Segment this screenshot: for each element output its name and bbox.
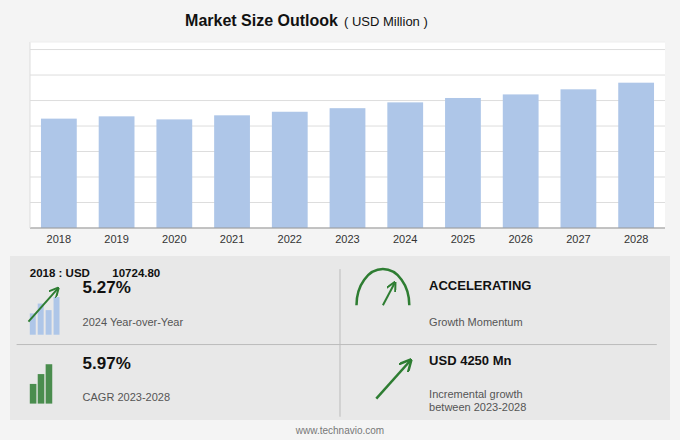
grid-line xyxy=(30,49,665,50)
icon-bar xyxy=(46,364,53,403)
stat-label: Growth Momentum xyxy=(429,316,523,328)
x-tick-label: 2022 xyxy=(278,233,302,245)
bar xyxy=(41,119,77,228)
bar xyxy=(503,94,539,228)
bar xyxy=(445,98,481,228)
stat-value: 5.27% xyxy=(83,278,131,297)
icon-bar xyxy=(38,374,45,404)
icon-arrow xyxy=(376,361,410,399)
bar xyxy=(214,115,250,228)
x-tick-label: 2024 xyxy=(393,233,417,245)
y-range-line xyxy=(30,42,31,228)
x-tick-label: 2019 xyxy=(104,233,128,245)
stat-label: CAGR 2023-2028 xyxy=(83,391,170,403)
bar xyxy=(618,83,654,228)
divider xyxy=(340,269,341,417)
text-line: between 2023-2028 xyxy=(429,401,526,413)
icon-bar xyxy=(30,384,37,404)
plot-area xyxy=(30,42,665,228)
bar xyxy=(387,102,423,228)
stats-panel xyxy=(10,256,670,420)
x-tick-label: 2021 xyxy=(220,233,244,245)
bar xyxy=(156,119,192,228)
icon-bar xyxy=(54,297,60,335)
x-tick-label: 2028 xyxy=(624,233,648,245)
x-tick-label: 2020 xyxy=(162,233,186,245)
bar xyxy=(561,89,597,228)
x-tick-label: 2023 xyxy=(335,233,359,245)
bar xyxy=(272,112,308,228)
stat-label: Incremental growthbetween 2023-2028 xyxy=(429,388,526,413)
stat-value: 5.97% xyxy=(83,354,131,373)
x-tick-label: 2026 xyxy=(508,233,532,245)
footer: www.technavio.com xyxy=(295,425,384,436)
x-tick-label: 2018 xyxy=(47,233,71,245)
stat-label: 2024 Year-over-Year xyxy=(83,316,184,328)
grid-line xyxy=(30,228,665,229)
icon-needle xyxy=(383,283,395,305)
x-tick-label: 2025 xyxy=(451,233,475,245)
subtitle: ( USD Million ) xyxy=(344,14,428,29)
divider xyxy=(17,344,657,345)
icon-gauge xyxy=(357,269,410,305)
background xyxy=(0,0,680,440)
stat-value: ACCELERATING xyxy=(429,278,531,293)
icon-bar xyxy=(46,310,52,335)
x-axis xyxy=(30,228,665,229)
bar xyxy=(99,116,135,228)
grid-line xyxy=(30,75,665,76)
y-range-top xyxy=(30,42,665,43)
stat-value: USD 4250 Mn xyxy=(429,353,511,368)
x-tick-label: 2027 xyxy=(566,233,590,245)
bar xyxy=(330,108,366,228)
title: Market Size Outlook xyxy=(185,12,338,29)
year-label: 2018 : USD xyxy=(30,267,90,279)
icon-arrow xyxy=(28,289,57,322)
text-line: Incremental growth xyxy=(429,388,523,400)
